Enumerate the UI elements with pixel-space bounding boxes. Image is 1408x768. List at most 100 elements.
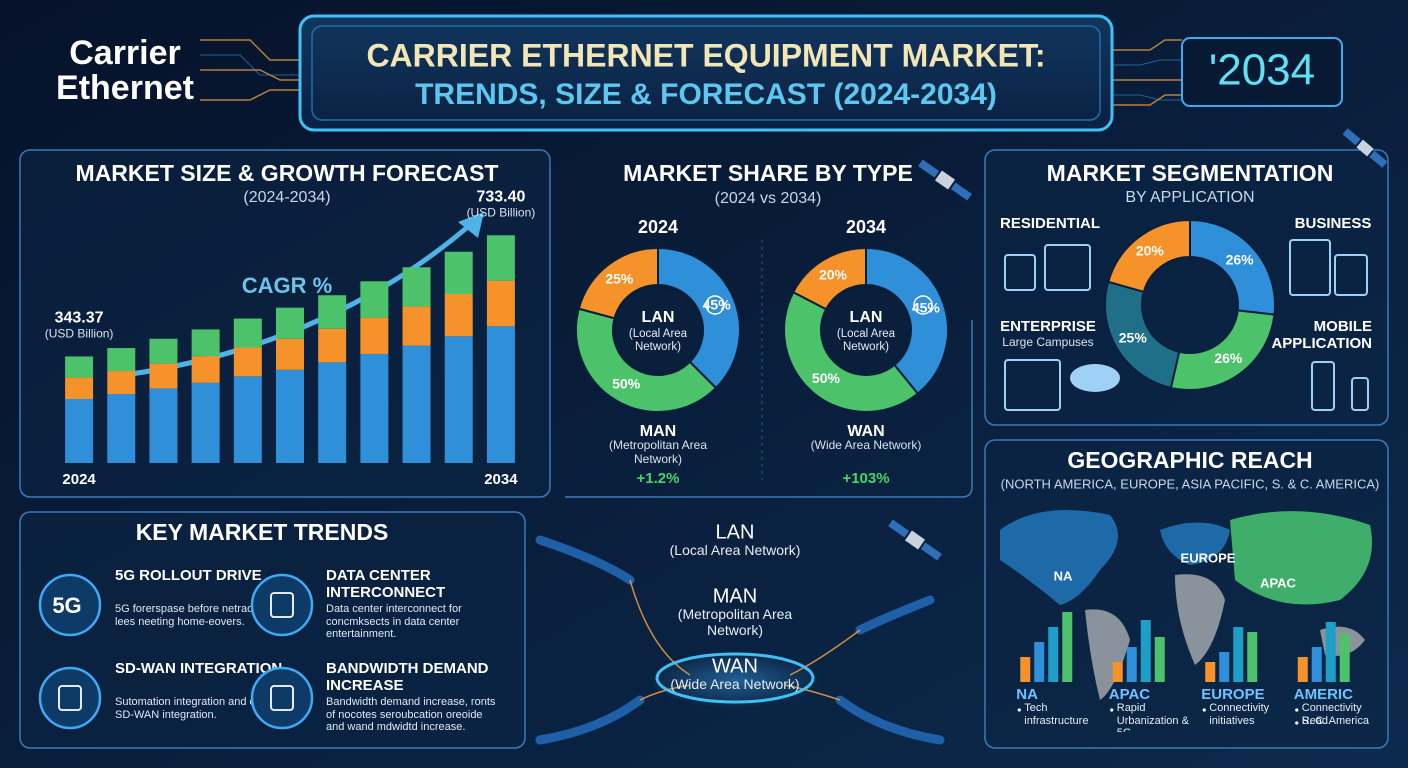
bar [1233, 627, 1244, 682]
network-full-box: (Wide Area Network) [670, 676, 799, 692]
region-note-box: S. C. America [1302, 715, 1369, 727]
trend-title-box: 5G ROLLOUT DRIVE [115, 567, 262, 584]
logo-line: Carrier [69, 34, 181, 72]
bar-segment [107, 371, 136, 395]
glow [650, 652, 820, 708]
trend-title-box: DATA CENTER INTERCONNECT [326, 567, 445, 601]
icon [1334, 254, 1368, 296]
trend-icon-text: 5G [52, 593, 81, 618]
section-subtitle: (2024 vs 2034) [715, 190, 822, 207]
region-note-box: Tech infrastructure [1024, 702, 1089, 727]
map-label: EUROPE [1181, 550, 1236, 565]
center-subtitle: (Local Area Network) [628, 328, 688, 354]
bar-segment [107, 348, 136, 372]
trend-icon-glyph [270, 685, 294, 711]
network-full-box: (Metropolitan Area Network) [678, 606, 792, 638]
bar-segment [486, 326, 515, 463]
bar-segment [233, 376, 262, 463]
bar-segment [107, 394, 136, 463]
bar-segment [444, 336, 473, 463]
bar-segment [65, 399, 94, 463]
bullet [1295, 721, 1299, 725]
chart-title: GEOGRAPHIC REACH [1067, 447, 1312, 473]
year-badge: '2034 [1209, 46, 1315, 95]
bar [1219, 652, 1230, 682]
bar-segment [486, 235, 515, 281]
x-tick-label: 2024 [62, 471, 96, 488]
satellite-icon [918, 159, 972, 201]
trend-text-box: Data center interconnect for concmksects… [326, 603, 462, 640]
footer-subtitle-box: (Metropolitan Area Network) [608, 439, 708, 466]
slice-label: 25% [605, 270, 634, 286]
value-annotation: 733.40 [476, 188, 525, 205]
region-note-box: Rapid Urbanization & 5G [1116, 702, 1189, 732]
network-name: MAN [713, 585, 757, 607]
bar-segment [149, 363, 178, 389]
pie-slice [575, 307, 718, 413]
trend-icon [38, 573, 102, 637]
footer-subtitle: (Metropolitan Area Network) [608, 439, 708, 466]
x-tick-label: 2034 [484, 471, 518, 488]
trend-icon-glyph [270, 592, 294, 618]
value-unit: (USD Billion) [45, 326, 114, 340]
center-subtitle-box: (Local Area Network) [628, 328, 688, 354]
segment-label: ENTERPRISE [1000, 318, 1096, 335]
bar-segment [402, 306, 431, 346]
bar-segment [65, 377, 94, 400]
category-label: AMERIC [1294, 686, 1353, 703]
trend-icon [38, 666, 102, 730]
trend-icon-glyph [58, 685, 82, 711]
chart-subtitle: BY APPLICATION [1125, 189, 1254, 206]
network-name: LAN [716, 521, 755, 543]
trend-text: Bandwidth demand increase, ronts of noco… [326, 696, 496, 734]
ring [655, 652, 815, 704]
change-label: +1.2% [637, 470, 680, 487]
region-note: Tech infrastructure [1024, 702, 1089, 727]
region-note: Rapid Urbanization & 5G [1116, 702, 1189, 732]
trend-text-box: Bandwidth demand increase, ronts of noco… [326, 696, 496, 734]
bar-segment [444, 293, 473, 337]
slice-label: 50% [812, 370, 841, 386]
bar-segment [276, 369, 304, 463]
slice-label: 20% [819, 266, 848, 282]
region-note: Connectivity Read [1301, 702, 1362, 727]
trend-text: Sutomation integration and centsin SD-WA… [115, 696, 285, 721]
value-unit: (USD Billion) [467, 205, 536, 219]
bar [1126, 647, 1137, 682]
segment-label-box: MOBILE APPLICATION [1271, 318, 1372, 352]
bar-segment [191, 329, 220, 357]
cables [535, 535, 945, 745]
cloud-icon [1070, 364, 1120, 392]
icon [1289, 239, 1331, 296]
footer-title: WAN [847, 423, 884, 440]
footer-subtitle-box: (Wide Area Network) [811, 439, 922, 452]
slice-label: 25% [1119, 330, 1148, 346]
region-note-box: Connectivity Read [1301, 702, 1362, 727]
bar-segment [191, 356, 220, 383]
icon [1311, 361, 1335, 411]
bar-segment [149, 388, 178, 463]
year-label: 2034 [846, 217, 886, 237]
arrow-head [458, 212, 484, 238]
bar-segment [191, 382, 220, 463]
logo: Ethernet [56, 69, 194, 107]
trend-icon [250, 573, 314, 637]
title-inner-frame [311, 25, 1101, 121]
bar [1112, 662, 1123, 682]
slice-label: 20% [1136, 243, 1165, 259]
bar-segment [65, 356, 94, 378]
globe-icon [913, 295, 933, 315]
year-label: 2024 [638, 217, 678, 237]
donut-center [823, 287, 909, 373]
footer-title: MAN [640, 423, 676, 440]
segment-label: RESIDENTIAL [1000, 215, 1100, 232]
region-note: Connectivity initiatives [1209, 702, 1270, 727]
center-title: LAN [642, 309, 675, 326]
section-title: KEY MARKET TRENDS [136, 519, 389, 545]
bar [1020, 657, 1031, 682]
bar-segment [402, 267, 431, 307]
bullet [1295, 708, 1299, 712]
title-line: TRENDS, SIZE & FORECAST (2024-2034) [415, 78, 997, 111]
satellite-icon [1342, 128, 1388, 168]
